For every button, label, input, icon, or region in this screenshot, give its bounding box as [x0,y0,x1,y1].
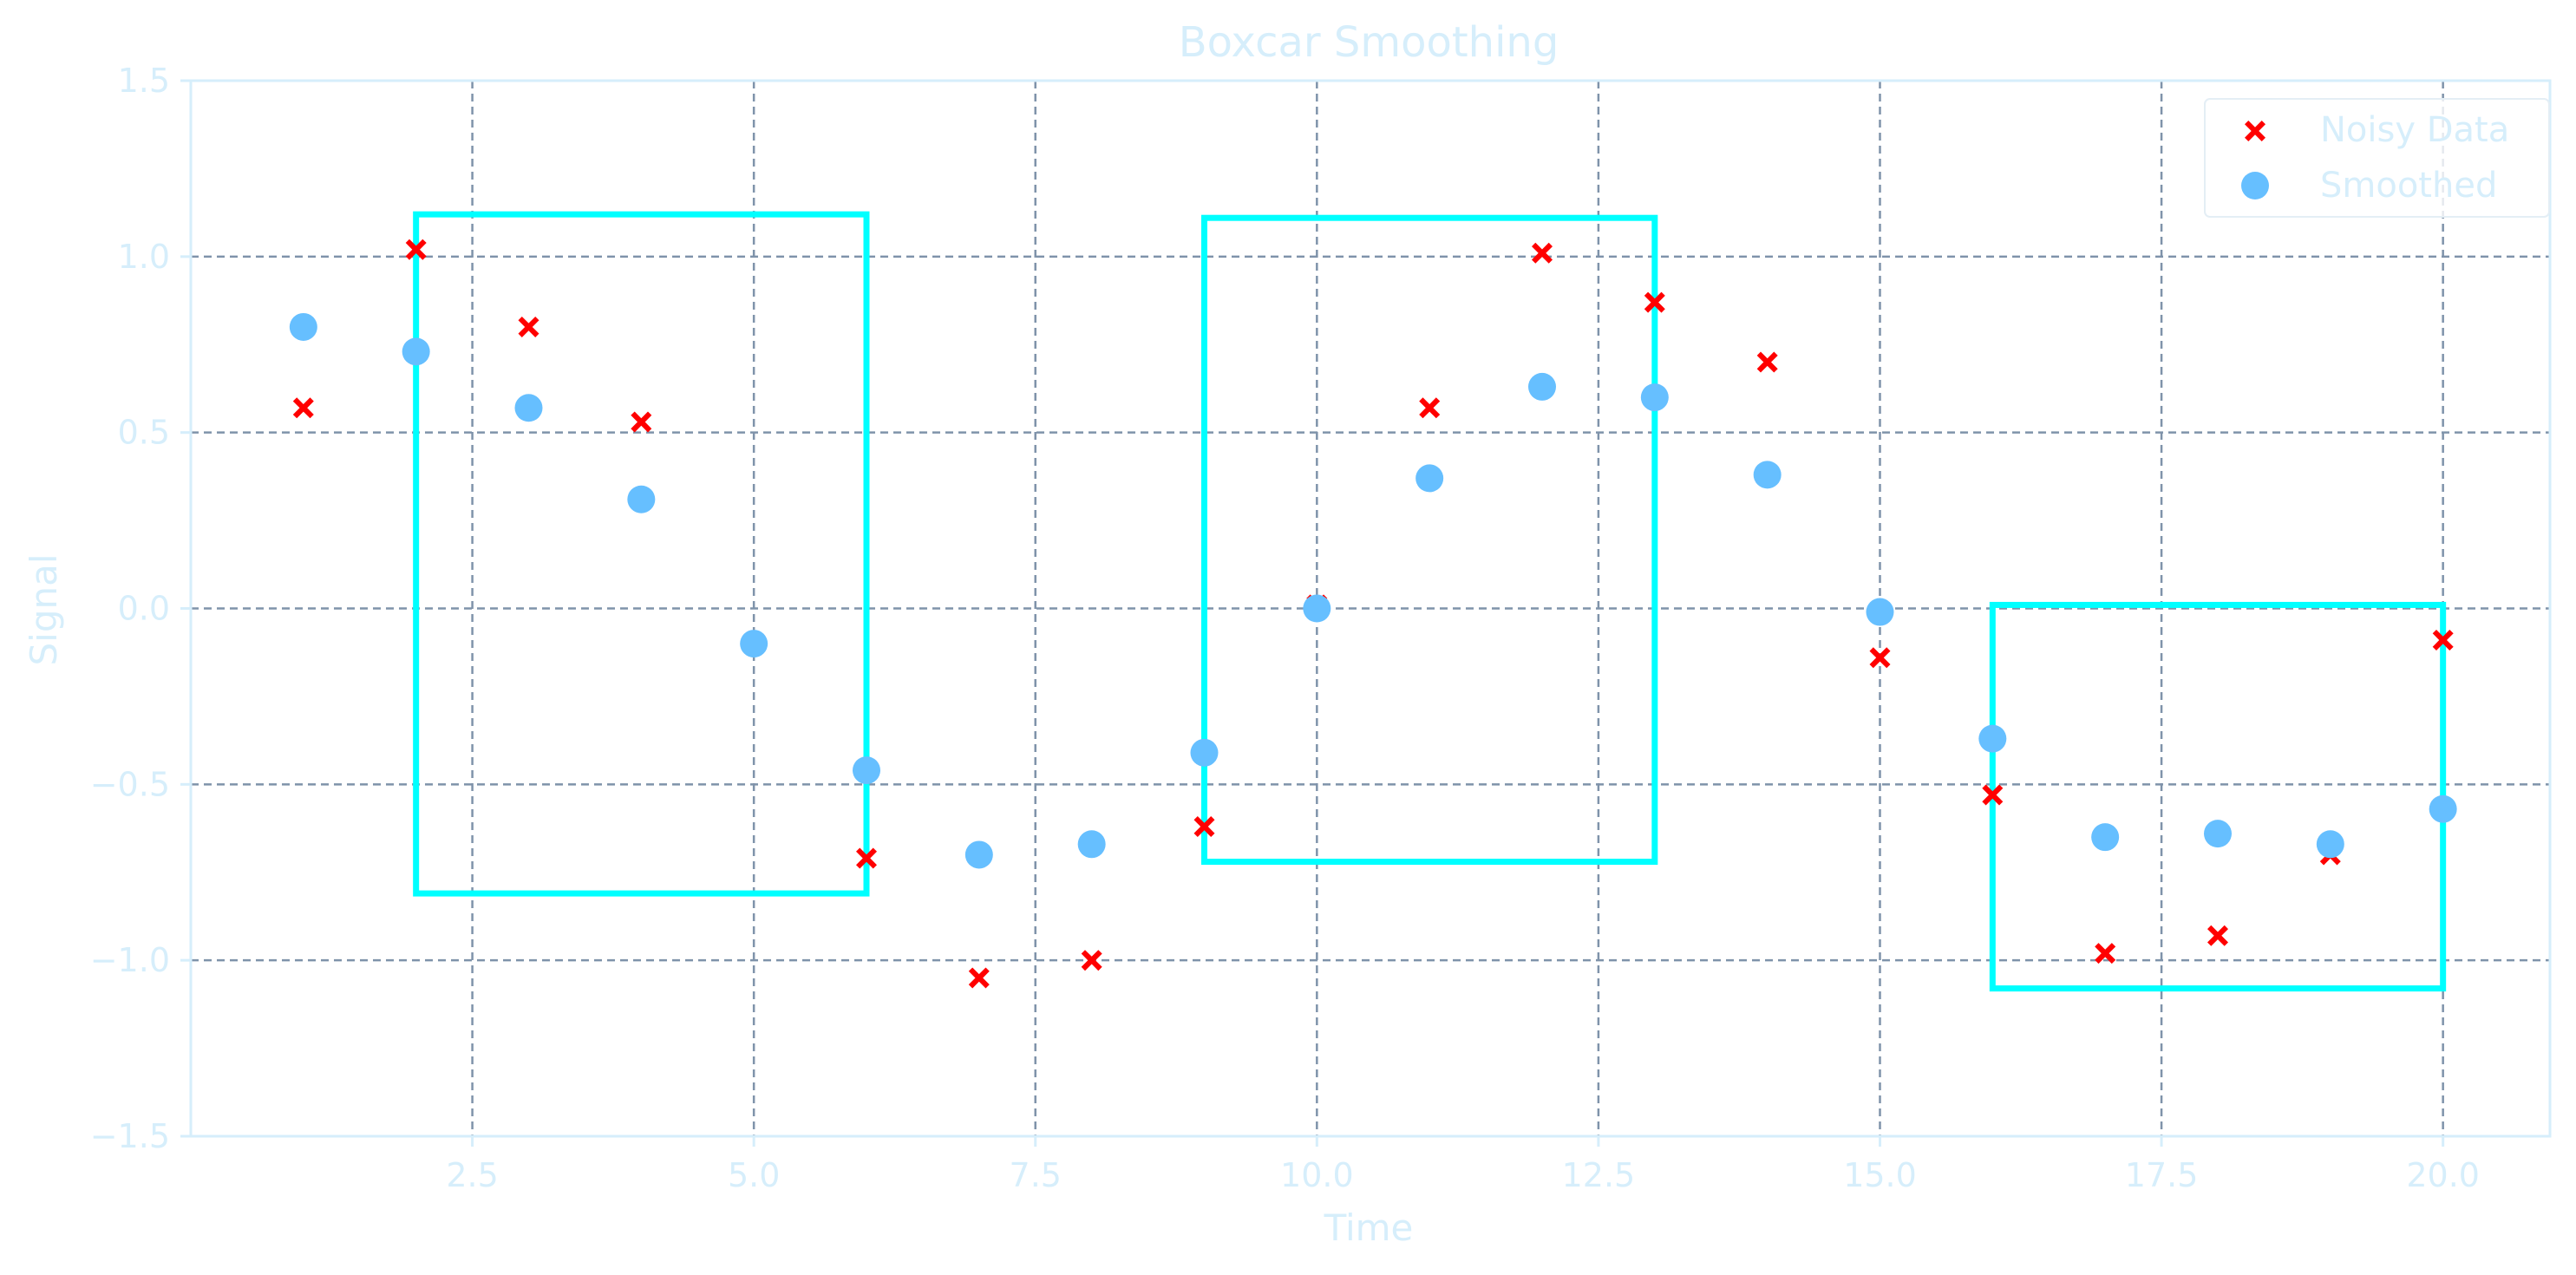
smoothed-point-17 [2091,823,2120,852]
noisy-point-15 [1869,647,1891,669]
smoothed-point-10 [1303,594,1331,623]
smoothed-point-14 [1753,461,1782,489]
x-tick-label-0: 2.5 [446,1156,498,1194]
smoothed-point-16 [1978,724,2007,753]
axes [180,79,2552,1147]
data-points [289,239,2457,989]
legend-marker-smoothed [2241,172,2269,199]
x-tick-label-7: 20.0 [2406,1156,2480,1194]
smoothed-point-18 [2203,820,2232,848]
noisy-point-4 [631,411,652,433]
x-tick-label-6: 17.5 [2125,1156,2199,1194]
x-tick-label-5: 15.0 [1843,1156,1917,1194]
x-tick-label-3: 10.0 [1280,1156,1354,1194]
noisy-point-8 [1081,950,1102,971]
noisy-point-11 [1419,397,1441,419]
smoothed-point-6 [852,756,880,785]
smoothed-point-13 [1640,383,1669,412]
y-tick-label-6: 1.5 [118,62,170,100]
highlight-rects [413,211,2447,992]
x-tick-label-4: 12.5 [1562,1156,1636,1194]
y-tick-label-4: 0.5 [118,414,170,452]
highlight-rect-1 [413,211,870,897]
noisy-point-6 [856,847,877,869]
legend-frame [2204,98,2550,218]
noisy-point-3 [518,317,539,337]
x-axis-label: Time [1324,1206,1414,1249]
y-tick-label-1: −1.0 [90,941,170,979]
highlight-rect-3 [1989,601,2447,992]
smoothed-point-11 [1415,464,1444,493]
smoothed-point-12 [1527,372,1556,401]
y-tick-label-3: 0.0 [118,590,170,628]
legend-label-noisy: Noisy Data [2320,110,2509,150]
noisy-point-7 [968,967,990,989]
highlight-rect-2 [1200,214,1658,866]
smoothed-point-1 [289,312,317,341]
y-axis-label: Signal [23,553,65,665]
smoothed-point-5 [740,630,768,658]
smoothed-point-20 [2429,794,2457,823]
y-tick-label-2: −0.5 [90,765,170,803]
noisy-point-16 [1982,784,2004,806]
legend-noisy-marker [2245,121,2265,141]
y-tick-label-0: −1.5 [90,1117,170,1155]
smoothed-point-3 [514,394,543,422]
smoothed-point-8 [1077,830,1106,859]
noisy-point-12 [1532,242,1553,264]
legend-smoothed-marker [2241,172,2269,199]
smoothed-point-7 [964,840,993,869]
legend-marker-noisy [2245,121,2265,141]
noisy-point-20 [2432,630,2454,651]
y-tick-label-5: 1.0 [118,238,170,276]
smoothed-point-9 [1190,738,1219,767]
legend-label-smoothed: Smoothed [2320,166,2497,206]
noisy-point-1 [292,397,314,419]
x-tick-label-1: 5.0 [728,1156,780,1194]
smoothed-point-2 [402,337,430,366]
noisy-point-2 [405,239,427,260]
smoothed-point-15 [1866,598,1894,626]
tick-labels: 2.5 5.0 7.5 10.0 12.5 15.0 17.5 20.0 −1.5 −1.0 −0.… [90,62,2480,1194]
smoothed-point-4 [627,485,656,513]
noisy-point-13 [1644,291,1665,313]
noisy-point-9 [1193,816,1215,837]
noisy-point-17 [2095,943,2116,964]
smoothed-point-19 [2316,830,2344,859]
legend: Noisy Data Smoothed [2204,98,2550,218]
chart-title: Boxcar Smoothing [1179,18,1559,67]
noisy-point-14 [1756,351,1778,373]
grid-lines [191,81,2550,1136]
noisy-point-18 [2207,925,2228,946]
x-tick-label-2: 7.5 [1010,1156,1062,1194]
